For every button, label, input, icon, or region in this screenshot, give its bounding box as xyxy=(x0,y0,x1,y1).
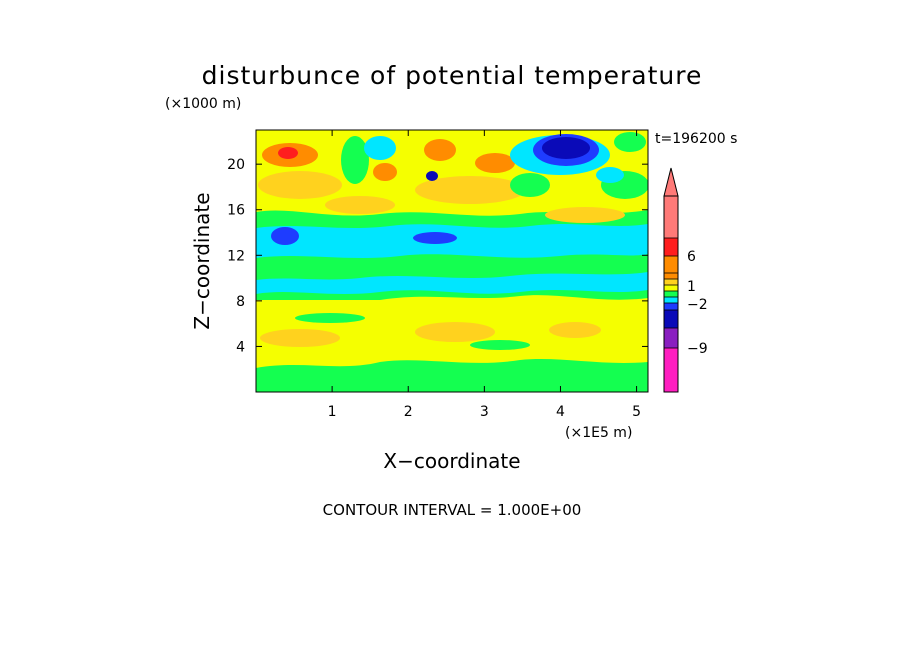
blob-blue-mid-1 xyxy=(271,227,299,245)
blob-orange-up-2 xyxy=(424,139,456,161)
x-tick-label: 4 xyxy=(556,404,565,420)
y-tick-label: 4 xyxy=(236,339,245,355)
colorbar-segment xyxy=(664,348,678,392)
colorbar-label: −2 xyxy=(687,297,708,313)
blob-gold-up-3 xyxy=(415,176,525,204)
band-middle-green xyxy=(256,254,648,280)
x-tick-label: 1 xyxy=(328,404,337,420)
colorbar-label: −9 xyxy=(687,341,708,357)
colorbar-segment xyxy=(664,291,678,297)
colorbar-segment xyxy=(664,303,678,310)
blob-darkblue-up-2 xyxy=(426,171,438,181)
blob-orange-up-3 xyxy=(475,153,515,173)
chart-title: disturbunce of potential temperature xyxy=(202,61,703,90)
colorbar-segment xyxy=(664,196,678,238)
colorbar-arrow xyxy=(663,167,679,197)
band-surface-green xyxy=(256,359,648,392)
x-axis-title: X−coordinate xyxy=(383,449,520,473)
blob-gold-up-2 xyxy=(325,196,395,214)
contour-interval-text: CONTOUR INTERVAL = 1.000E+00 xyxy=(323,501,582,519)
blob-cyan-up-3 xyxy=(596,167,624,183)
colorbar-segment xyxy=(664,279,678,285)
colorbar-label: 1 xyxy=(687,279,696,295)
blob-gold-up-4 xyxy=(545,207,625,223)
x-scale-label: (×1E5 m) xyxy=(565,425,632,441)
y-tick-label: 8 xyxy=(236,294,245,310)
y-scale-label: (×1000 m) xyxy=(165,96,241,112)
x-tick-label: 5 xyxy=(632,404,641,420)
blob-gold-low-3 xyxy=(549,322,601,338)
x-axis: 1 2 3 4 5 xyxy=(328,130,641,420)
x-tick-label: 2 xyxy=(404,404,413,420)
y-tick-label: 16 xyxy=(227,203,245,219)
plot-frame xyxy=(255,129,649,393)
blob-green-low-1 xyxy=(295,313,365,323)
y-tick-label: 20 xyxy=(227,157,245,173)
x-tick-label: 3 xyxy=(480,404,489,420)
colorbar: 6 1 −2 −9 xyxy=(663,167,708,393)
colorbar-label: 6 xyxy=(687,249,696,265)
blob-darkblue-up-1 xyxy=(542,137,590,159)
contour-field xyxy=(256,130,648,392)
colorbar-segment xyxy=(664,297,678,303)
blob-green-up-1 xyxy=(341,136,369,184)
blob-gold-up-1 xyxy=(258,171,342,199)
colorbar-segment xyxy=(664,328,678,348)
y-axis-title: Z−coordinate xyxy=(190,192,214,329)
blob-cyan-up-1 xyxy=(364,136,396,160)
blob-green-low-2 xyxy=(470,340,530,350)
colorbar-segment xyxy=(664,256,678,273)
y-axis: 4 8 12 16 20 xyxy=(227,157,648,355)
colorbar-segment xyxy=(664,238,678,256)
colorbar-segment xyxy=(664,310,678,328)
colorbar-segment xyxy=(664,273,678,279)
blob-gold-low-1 xyxy=(260,329,340,347)
blob-green-up-2 xyxy=(510,173,550,197)
y-tick-label: 12 xyxy=(227,248,245,264)
blob-orange-up-4 xyxy=(373,163,397,181)
blob-red-up-1 xyxy=(278,147,298,159)
blob-gold-low-2 xyxy=(415,322,495,342)
time-label: t=196200 s xyxy=(655,131,737,147)
blob-blue-mid-2 xyxy=(413,232,457,244)
blob-green-up-4 xyxy=(614,132,646,152)
colorbar-segment xyxy=(664,285,678,291)
